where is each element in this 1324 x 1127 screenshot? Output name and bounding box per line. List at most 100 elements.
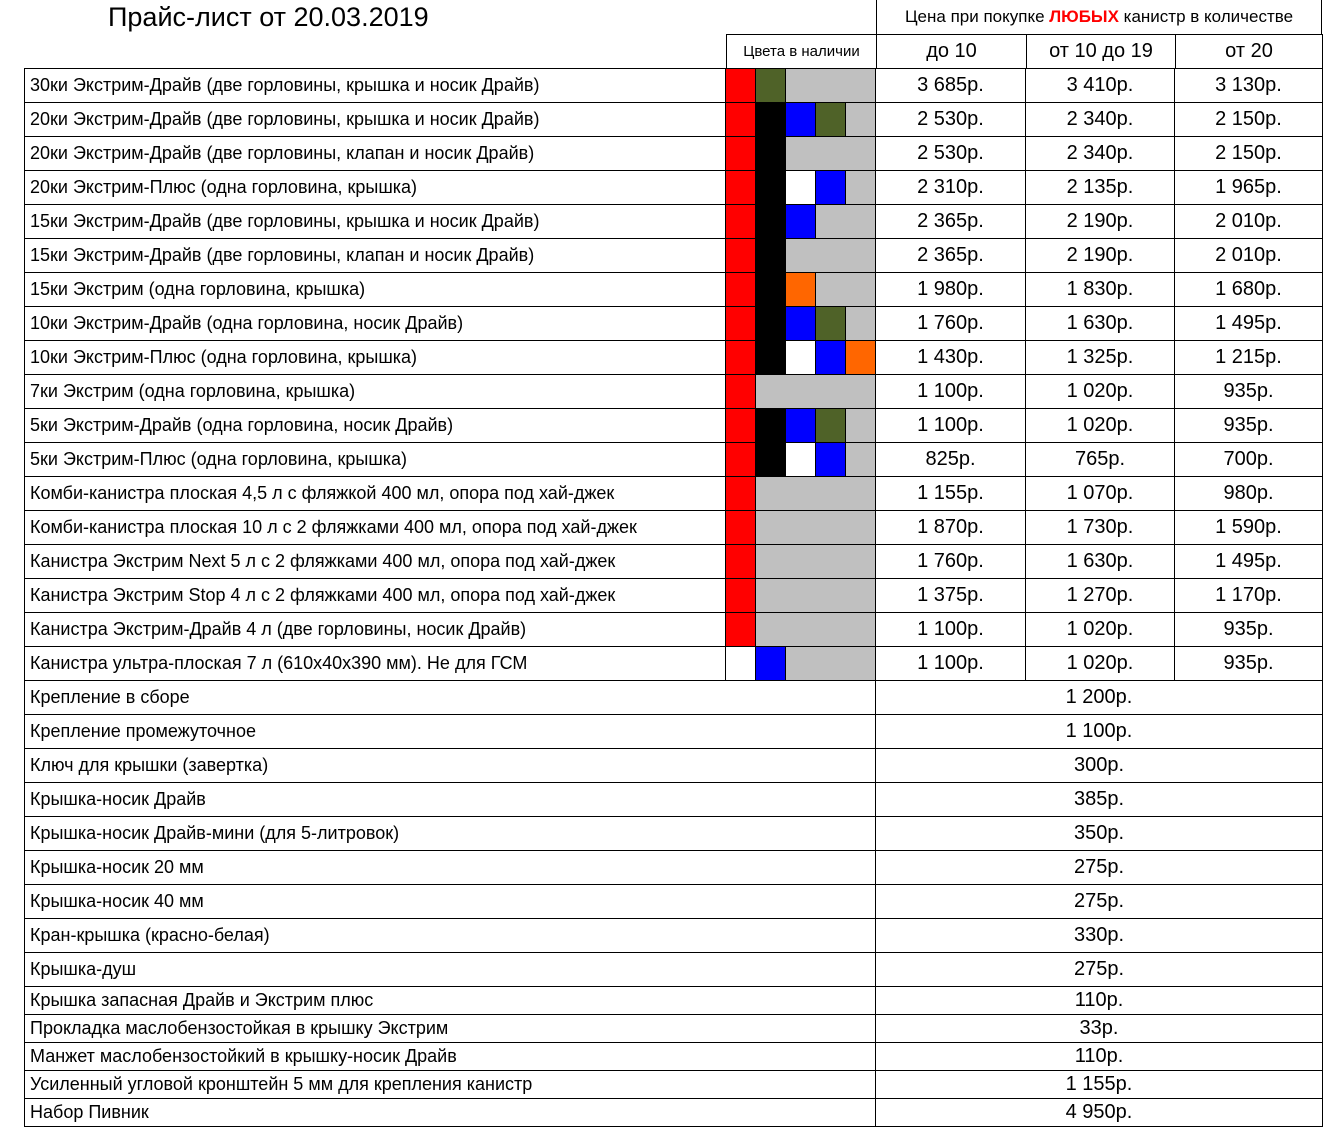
color-swatch-orange [786, 273, 816, 306]
product-row: 15ки Экстрим (одна горловина, крышка) 1 9… [24, 273, 1323, 307]
color-swatch-red [726, 239, 756, 272]
color-swatch-red [726, 409, 756, 442]
accessory-name: Крепление в сборе [24, 681, 876, 714]
product-row: 20ки Экстрим-Плюс (одна горловина, крышк… [24, 171, 1323, 205]
color-swatch-blue [816, 341, 846, 374]
color-swatch-white [786, 341, 816, 374]
color-swatch-black [756, 171, 786, 204]
color-swatch-red [726, 545, 756, 578]
extra-price: 110р. [876, 987, 1323, 1014]
color-swatch-blue [786, 205, 816, 238]
accessory-name: Кран-крышка (красно-белая) [24, 919, 876, 952]
price-10-to-19: 1 020р. [1026, 647, 1175, 680]
price-from-20: 935р. [1175, 375, 1323, 408]
accessory-name: Крышка-носик Драйв [24, 783, 876, 816]
accessory-row: Крышка-носик 20 мм 275р. [24, 851, 1323, 885]
color-swatch-black [756, 137, 786, 170]
product-name: Канистра Экстрим Stop 4 л с 2 фляжками 4… [24, 579, 726, 612]
price-from-20: 1 590р. [1175, 511, 1323, 544]
color-swatch-black [756, 205, 786, 238]
price-up-to-10: 2 310р. [876, 171, 1026, 204]
price-header: Цена при покупке ЛЮБЫХ канистр в количес… [876, 0, 1322, 34]
color-swatch-red [726, 205, 756, 238]
product-row: 15ки Экстрим-Драйв (две горловины, крышк… [24, 205, 1323, 239]
price-from-20: 1 680р. [1175, 273, 1323, 306]
product-row: Комби-канистра плоская 4,5 л с фляжкой 4… [24, 477, 1323, 511]
accessory-name: Крышка-носик 40 мм [24, 885, 876, 918]
price-10-to-19: 1 270р. [1026, 579, 1175, 612]
price-up-to-10: 1 760р. [876, 545, 1026, 578]
price-header-suffix: канистр в количестве [1118, 7, 1294, 26]
price-up-to-10: 1 100р. [876, 647, 1026, 680]
color-swatch-orange [846, 341, 876, 374]
price-10-to-19: 1 020р. [1026, 613, 1175, 646]
accessory-row: Ключ для крышки (завертка) 300р. [24, 749, 1323, 783]
accessory-row: Крепление в сборе 1 200р. [24, 681, 1323, 715]
color-swatch-blue [786, 307, 816, 340]
color-swatch-red [726, 579, 756, 612]
price-up-to-10: 2 365р. [876, 205, 1026, 238]
extra-price: 1 155р. [876, 1071, 1323, 1098]
qty-column-header-3: от 20 [1175, 34, 1323, 68]
price-from-20: 2 150р. [1175, 103, 1323, 136]
product-row: 15ки Экстрим-Драйв (две горловины, клапа… [24, 239, 1323, 273]
available-colors [726, 647, 876, 680]
color-swatch-red [726, 613, 756, 646]
available-colors [726, 171, 876, 204]
price-from-20: 1 495р. [1175, 545, 1323, 578]
product-row: 10ки Экстрим-Плюс (одна горловина, крышк… [24, 341, 1323, 375]
accessory-price: 1 200р. [876, 681, 1323, 714]
price-up-to-10: 1 375р. [876, 579, 1026, 612]
accessory-price: 275р. [876, 885, 1323, 918]
product-row: Комби-канистра плоская 10 л с 2 фляжками… [24, 511, 1323, 545]
accessory-price: 275р. [876, 953, 1323, 986]
extra-price: 33р. [876, 1015, 1323, 1042]
price-10-to-19: 2 190р. [1026, 239, 1175, 272]
price-from-20: 2 010р. [1175, 239, 1323, 272]
extra-row: Крышка запасная Драйв и Экстрим плюс 110р… [24, 987, 1323, 1015]
color-swatch-red [726, 511, 756, 544]
price-up-to-10: 1 100р. [876, 375, 1026, 408]
price-from-20: 1 495р. [1175, 307, 1323, 340]
color-swatch-olive [816, 409, 846, 442]
product-row: 5ки Экстрим-Плюс (одна горловина, крышка… [24, 443, 1323, 477]
product-name: 15ки Экстрим-Драйв (две горловины, клапа… [24, 239, 726, 272]
product-name: Канистра ультра-плоская 7 л (610х40х390 … [24, 647, 726, 680]
color-swatch-red [726, 273, 756, 306]
price-from-20: 1 965р. [1175, 171, 1323, 204]
price-from-20: 2 010р. [1175, 205, 1323, 238]
product-name: 10ки Экстрим-Драйв (одна горловина, носи… [24, 307, 726, 340]
color-swatch-black [756, 307, 786, 340]
color-swatch-blue [786, 409, 816, 442]
extra-row: Усиленный угловой кронштейн 5 мм для кре… [24, 1071, 1323, 1099]
accessory-price: 350р. [876, 817, 1323, 850]
available-colors [726, 545, 876, 578]
product-row: 30ки Экстрим-Драйв (две горловины, крышк… [24, 69, 1323, 103]
accessory-row: Крышка-носик Драйв-мини (для 5-литровок)… [24, 817, 1323, 851]
price-from-20: 700р. [1175, 443, 1323, 476]
price-up-to-10: 2 530р. [876, 103, 1026, 136]
accessory-price: 385р. [876, 783, 1323, 816]
product-row: 7ки Экстрим (одна горловина, крышка) 1 10… [24, 375, 1323, 409]
price-10-to-19: 765р. [1026, 443, 1175, 476]
qty-column-header-1: до 10 [876, 34, 1026, 68]
color-swatch-red [726, 137, 756, 170]
color-swatch-red [726, 375, 756, 408]
extra-name: Манжет маслобензостойкий в крышку-носик … [24, 1043, 876, 1070]
product-name: Комби-канистра плоская 4,5 л с фляжкой 4… [24, 477, 726, 510]
product-row: Канистра Экстрим Next 5 л с 2 фляжками 4… [24, 545, 1323, 579]
price-header-prefix: Цена при покупке [904, 7, 1050, 26]
accessory-name: Крышка-носик Драйв-мини (для 5-литровок) [24, 817, 876, 850]
price-from-20: 935р. [1175, 409, 1323, 442]
color-swatch-black [756, 341, 786, 374]
price-from-20: 3 130р. [1175, 69, 1323, 102]
color-swatch-black [756, 273, 786, 306]
accessory-row: Кран-крышка (красно-белая) 330р. [24, 919, 1323, 953]
product-name: 15ки Экстрим (одна горловина, крышка) [24, 273, 726, 306]
price-10-to-19: 1 730р. [1026, 511, 1175, 544]
color-swatch-blue [816, 443, 846, 476]
extra-price: 110р. [876, 1043, 1323, 1070]
price-10-to-19: 1 830р. [1026, 273, 1175, 306]
product-name: 10ки Экстрим-Плюс (одна горловина, крышк… [24, 341, 726, 374]
accessory-name: Крышка-душ [24, 953, 876, 986]
